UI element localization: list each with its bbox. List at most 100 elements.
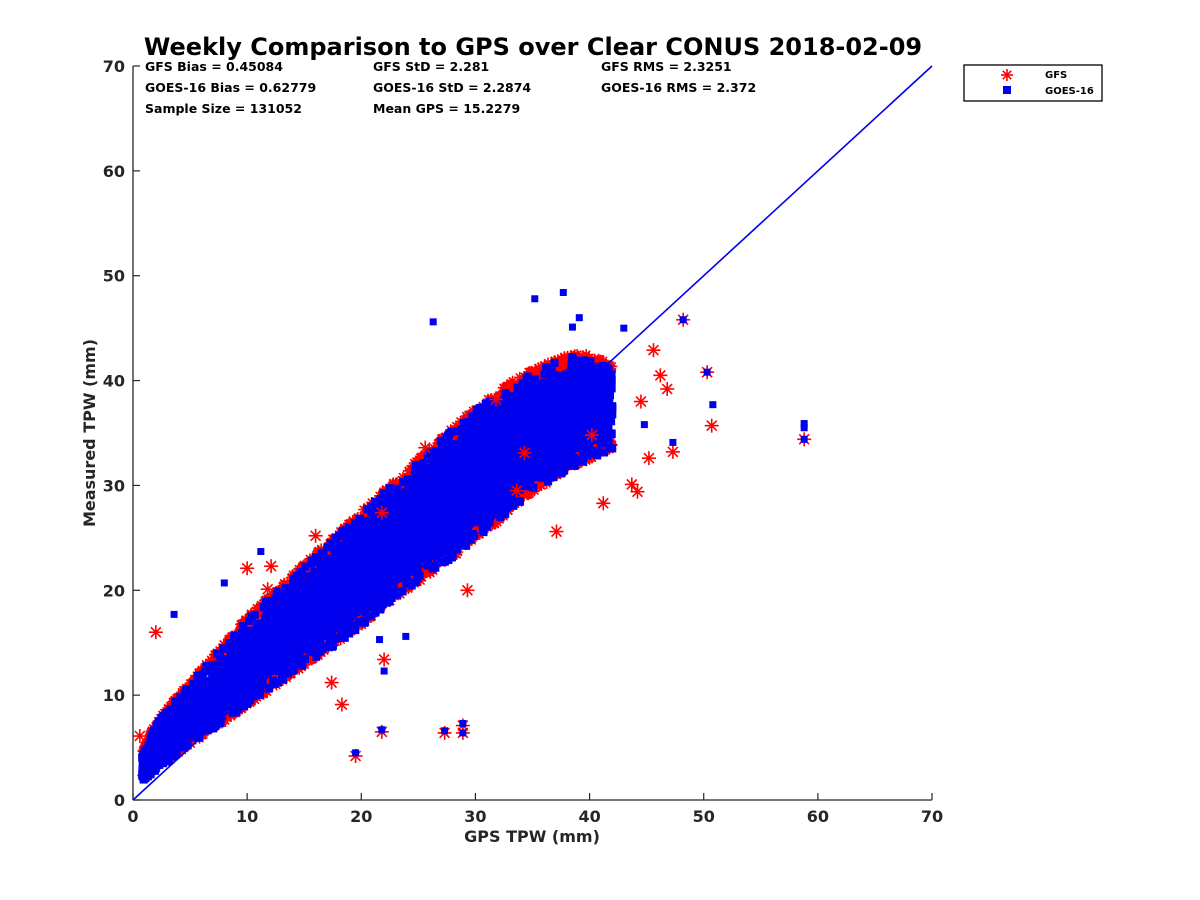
goes16-point (245, 616, 254, 625)
goes16-point (496, 513, 505, 522)
goes16-point (176, 693, 185, 702)
y-tick-label: 0 (114, 791, 125, 810)
goes16-point (283, 669, 292, 678)
goes16-point (146, 769, 155, 778)
goes16-point (444, 431, 453, 440)
x-tick-label: 10 (236, 807, 258, 826)
goes16-point (329, 540, 338, 549)
goes16-point (247, 612, 256, 621)
goes16-dense-core (142, 369, 613, 769)
goes16-point (402, 579, 411, 588)
y-tick-label: 20 (103, 581, 125, 600)
legend-goes16-square-marker (1003, 86, 1011, 94)
goes16-point (345, 629, 354, 638)
goes16-point (338, 630, 347, 639)
goes16-point (170, 747, 179, 756)
goes16-point (225, 639, 234, 648)
goes16-point (602, 437, 611, 446)
goes16-point (456, 540, 465, 549)
goes16-point (586, 447, 595, 456)
goes16-point (211, 716, 220, 725)
goes16-point (139, 775, 148, 784)
goes16-point (464, 417, 473, 426)
goes16-outlier-point (800, 435, 808, 443)
goes16-point (256, 685, 265, 694)
stat-goes16-rms: GOES-16 RMS = 2.372 (601, 80, 756, 95)
goes16-point (251, 690, 260, 699)
goes16-point (599, 448, 608, 457)
gfs-outlier-point (377, 652, 392, 667)
goes16-point (501, 389, 510, 398)
goes16-point (218, 706, 227, 715)
gfs-outlier-point (584, 428, 599, 443)
gfs-outlier-point (660, 381, 675, 396)
goes16-point (356, 521, 365, 530)
y-axis-label: Measured TPW (mm) (80, 339, 99, 527)
y-tick-label: 70 (103, 57, 125, 76)
goes16-outlier-point (640, 421, 648, 429)
goes16-point (197, 678, 206, 687)
statistics-panel: GFS Bias = 0.45084 GFS StD = 2.281 GFS R… (145, 59, 756, 116)
goes16-point (178, 697, 187, 706)
goes16-outlier-point (257, 547, 265, 555)
goes16-point (381, 498, 390, 507)
goes16-point (596, 439, 605, 448)
goes16-point (212, 720, 221, 729)
y-ticks: 0 10 20 30 40 50 60 70 (103, 57, 140, 810)
goes16-point (150, 766, 159, 775)
x-tick-label: 60 (807, 807, 829, 826)
goes16-point (412, 578, 421, 587)
goes16-point (224, 702, 233, 711)
goes16-point (509, 501, 518, 510)
x-axis-label: GPS TPW (mm) (464, 827, 600, 846)
goes16-point (444, 556, 453, 565)
goes16-point (376, 605, 385, 614)
gfs-outlier-point (148, 625, 163, 640)
gfs-outlier-point (704, 418, 719, 433)
goes16-point (351, 518, 360, 527)
stat-gfs-std: GFS StD = 2.281 (373, 59, 489, 74)
goes16-point (157, 716, 166, 725)
goes16-point (410, 466, 419, 475)
goes16-point (261, 598, 270, 607)
goes16-point (431, 447, 440, 456)
goes16-point (182, 688, 191, 697)
goes16-point (335, 541, 344, 550)
gfs-outlier-point (653, 368, 668, 383)
goes16-point (363, 505, 372, 514)
goes16-point (349, 621, 358, 630)
goes16-point (389, 590, 398, 599)
goes16-point (281, 584, 290, 593)
goes16-outlier-point (703, 368, 711, 376)
goes16-point (367, 502, 376, 511)
goes16-point (294, 573, 303, 582)
goes16-point (360, 618, 369, 627)
goes16-outlier-point (459, 729, 467, 737)
goes16-point (328, 634, 337, 643)
goes16-outlier-point (378, 726, 386, 734)
goes16-outlier-point (709, 401, 717, 409)
goes16-point (474, 409, 483, 418)
goes16-point (430, 562, 439, 571)
goes16-point (407, 581, 416, 590)
goes16-point (523, 380, 532, 389)
goes16-outlier-point (568, 323, 576, 331)
goes16-point (265, 683, 274, 692)
gfs-outlier-point (374, 505, 389, 520)
goes16-point (191, 731, 200, 740)
goes16-point (341, 623, 350, 632)
goes16-point (301, 654, 310, 663)
goes16-point (462, 541, 471, 550)
gfs-outlier-point (264, 559, 279, 574)
stat-gfs-bias: GFS Bias = 0.45084 (145, 59, 283, 74)
goes16-point (503, 503, 512, 512)
goes16-point (383, 493, 392, 502)
goes16-point (216, 714, 225, 723)
goes16-outlier-point (800, 424, 808, 432)
goes16-point (550, 358, 559, 367)
gfs-outlier-point (132, 729, 147, 744)
gfs-outlier-point (460, 583, 475, 598)
goes16-point (579, 457, 588, 466)
goes16-point (238, 622, 247, 631)
goes16-outlier-point (669, 438, 677, 446)
